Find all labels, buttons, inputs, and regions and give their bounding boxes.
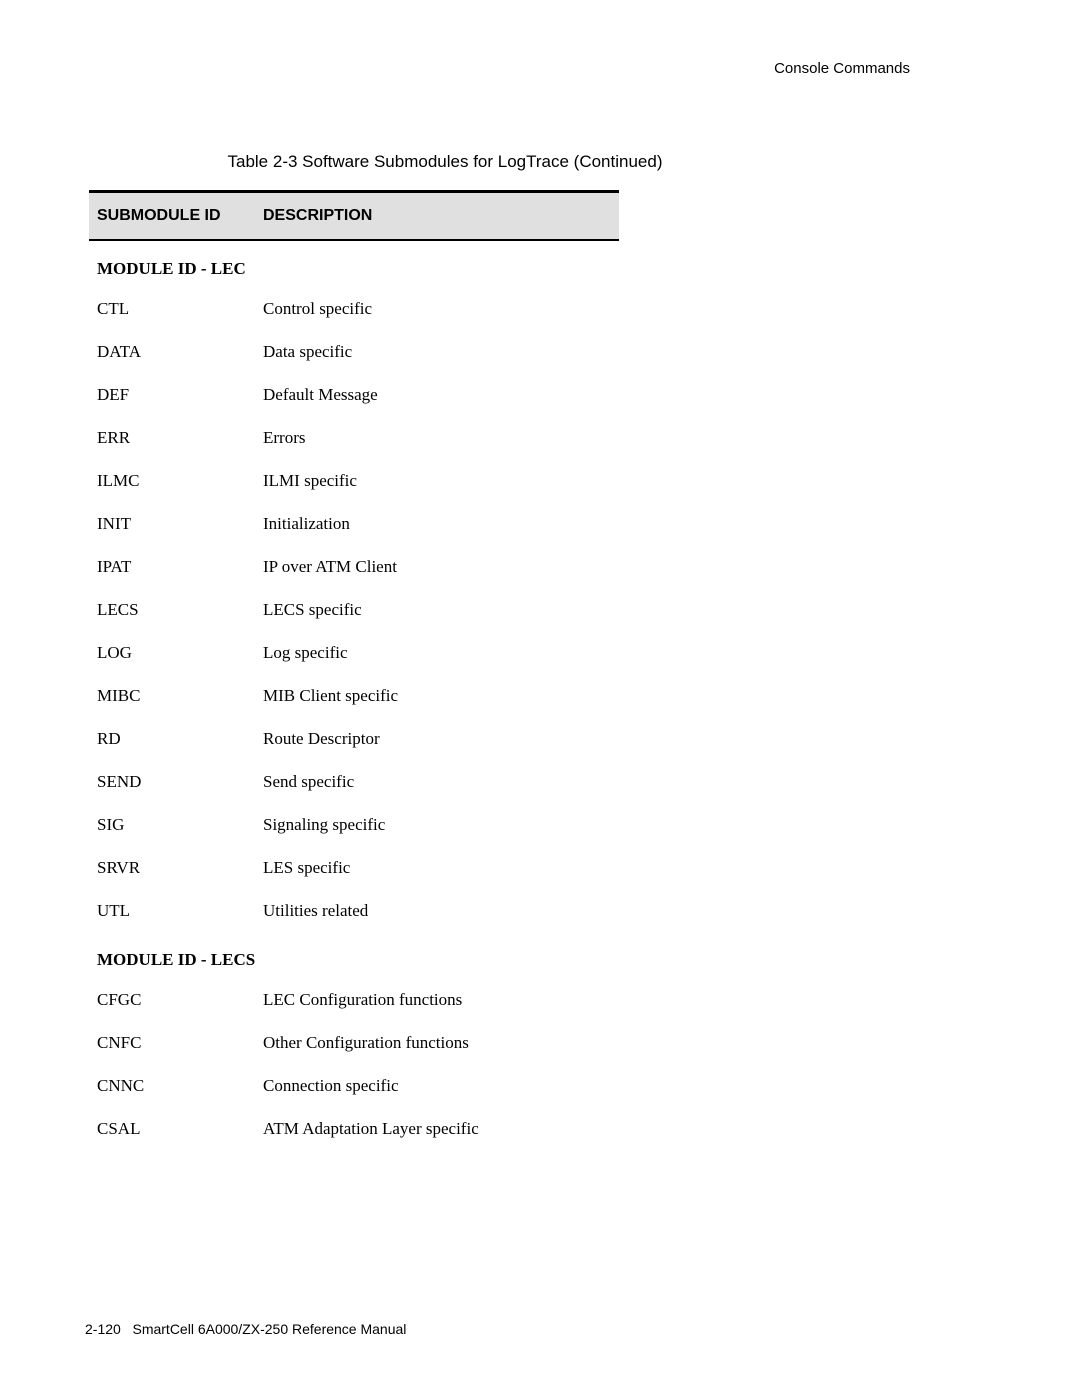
submodule-desc: Control specific — [263, 299, 372, 319]
submodule-id: LECS — [97, 600, 263, 620]
table-caption: Table 2-3 Software Submodules for LogTra… — [175, 152, 715, 172]
table-row: MIBC MIB Client specific — [89, 674, 619, 717]
table-header-row: SUBMODULE ID DESCRIPTION — [89, 190, 619, 241]
submodule-id: ILMC — [97, 471, 263, 491]
submodule-id: SIG — [97, 815, 263, 835]
submodule-id: CSAL — [97, 1119, 263, 1139]
table-row: CSAL ATM Adaptation Layer specific — [89, 1107, 619, 1150]
submodule-id: RD — [97, 729, 263, 749]
submodule-id: CNFC — [97, 1033, 263, 1053]
table-row: SIG Signaling specific — [89, 803, 619, 846]
submodule-id: CTL — [97, 299, 263, 319]
submodule-desc: Other Configuration functions — [263, 1033, 469, 1053]
submodule-id: INIT — [97, 514, 263, 534]
submodule-desc: Default Message — [263, 385, 378, 405]
submodule-id: CNNC — [97, 1076, 263, 1096]
submodule-desc: Errors — [263, 428, 305, 448]
submodule-id: SEND — [97, 772, 263, 792]
table-row: LOG Log specific — [89, 631, 619, 674]
submodule-desc: IP over ATM Client — [263, 557, 397, 577]
header-section-title: Console Commands — [774, 60, 910, 77]
submodule-desc: Connection specific — [263, 1076, 399, 1096]
submodule-desc: Data specific — [263, 342, 352, 362]
submodule-desc: Utilities related — [263, 901, 368, 921]
table-row: SRVR LES specific — [89, 846, 619, 889]
submodule-desc: LECS specific — [263, 600, 362, 620]
table-row: INIT Initialization — [89, 502, 619, 545]
table-header-col1: SUBMODULE ID — [97, 207, 263, 225]
submodule-id: IPAT — [97, 557, 263, 577]
submodule-id: DATA — [97, 342, 263, 362]
table-row: LECS LECS specific — [89, 588, 619, 631]
table-header-col2: DESCRIPTION — [263, 207, 372, 225]
submodule-desc: Send specific — [263, 772, 354, 792]
submodule-desc: LES specific — [263, 858, 350, 878]
table-row: DEF Default Message — [89, 373, 619, 416]
table-row: UTL Utilities related — [89, 889, 619, 932]
submodule-id: MIBC — [97, 686, 263, 706]
submodule-id: UTL — [97, 901, 263, 921]
submodule-desc: Log specific — [263, 643, 348, 663]
submodule-id: CFGC — [97, 990, 263, 1010]
page-container: Console Commands Table 2-3 Software Subm… — [0, 0, 1080, 1397]
table-row: ILMC ILMI specific — [89, 459, 619, 502]
submodule-id: ERR — [97, 428, 263, 448]
section-header: MODULE ID - LEC — [89, 241, 619, 287]
table-row: DATA Data specific — [89, 330, 619, 373]
table-row: CFGC LEC Configuration functions — [89, 978, 619, 1021]
table-container: SUBMODULE ID DESCRIPTION MODULE ID - LEC… — [89, 190, 619, 1150]
page-number: 2-120 — [85, 1321, 121, 1337]
table-row: IPAT IP over ATM Client — [89, 545, 619, 588]
manual-title: SmartCell 6A000/ZX-250 Reference Manual — [132, 1321, 406, 1337]
submodule-desc: Initialization — [263, 514, 350, 534]
section-header: MODULE ID - LECS — [89, 932, 619, 978]
submodule-desc: Signaling specific — [263, 815, 385, 835]
table-row: CNFC Other Configuration functions — [89, 1021, 619, 1064]
submodule-desc: LEC Configuration functions — [263, 990, 462, 1010]
submodule-desc: MIB Client specific — [263, 686, 398, 706]
submodule-desc: Route Descriptor — [263, 729, 380, 749]
table-row: ERR Errors — [89, 416, 619, 459]
submodule-desc: ILMI specific — [263, 471, 357, 491]
table-row: RD Route Descriptor — [89, 717, 619, 760]
submodule-id: SRVR — [97, 858, 263, 878]
submodule-id: LOG — [97, 643, 263, 663]
table-row: CNNC Connection specific — [89, 1064, 619, 1107]
table-row: SEND Send specific — [89, 760, 619, 803]
submodule-id: DEF — [97, 385, 263, 405]
submodule-desc: ATM Adaptation Layer specific — [263, 1119, 479, 1139]
table-row: CTL Control specific — [89, 287, 619, 330]
page-footer: 2-120 SmartCell 6A000/ZX-250 Reference M… — [85, 1321, 406, 1337]
